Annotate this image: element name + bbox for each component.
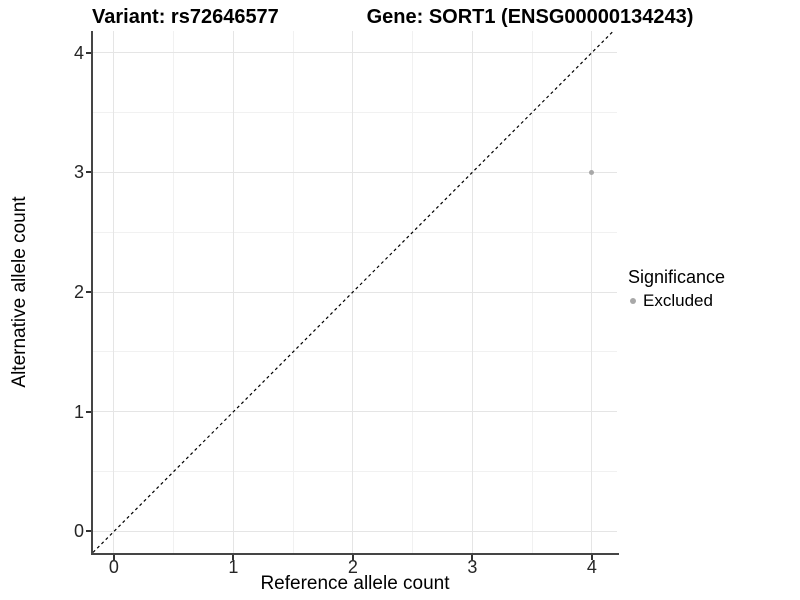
y-axis-line [91,31,93,555]
legend: Significance Excluded [628,267,725,311]
y-tick-label: 2 [73,282,84,302]
gene-title: Gene: SORT1 (ENSG00000134243) [366,6,694,28]
minor-gridline-horizontal [93,111,617,113]
y-tick-mark [86,410,91,413]
x-tick-mark [232,555,235,560]
minor-gridline-horizontal [93,231,617,233]
variant-title: Variant: rs72646577 [92,6,279,28]
x-tick-mark [590,555,593,560]
minor-gridline-horizontal [93,471,617,473]
y-tick-mark [86,51,91,54]
legend-key-dot-icon [630,298,636,304]
y-tick-mark [86,171,91,174]
x-tick-mark [112,555,115,560]
x-axis-line [91,553,619,555]
identity-reference-line [92,30,614,553]
y-tick-label: 0 [73,521,84,542]
major-gridline-horizontal [93,411,617,413]
x-tick-mark [471,555,474,560]
x-tick-label: 1 [228,557,239,577]
y-tick-label: 1 [73,401,84,422]
plot-panel [92,30,617,553]
x-tick-label: 4 [586,557,597,577]
x-tick-mark [351,555,354,560]
major-gridline-horizontal [93,291,617,293]
x-tick-label: 2 [347,557,358,577]
y-tick-label: 4 [73,42,84,63]
major-gridline-horizontal [93,52,617,54]
legend-entries: Excluded [628,291,725,311]
major-gridline-horizontal [93,530,617,532]
legend-title: Significance [628,267,726,287]
legend-entry: Excluded [630,291,725,311]
scatter-point [589,169,595,175]
x-tick-label: 3 [467,557,478,577]
major-gridline-horizontal [93,171,617,173]
y-tick-mark [86,291,91,293]
legend-entry-label: Excluded [643,291,713,310]
minor-gridline-horizontal [93,351,617,353]
x-axis-title: Reference allele count [260,573,450,594]
x-tick-label: 0 [108,557,119,577]
y-axis-title: Alternative allele count [9,196,30,388]
y-tick-mark [86,530,91,533]
y-tick-label: 3 [73,162,84,183]
